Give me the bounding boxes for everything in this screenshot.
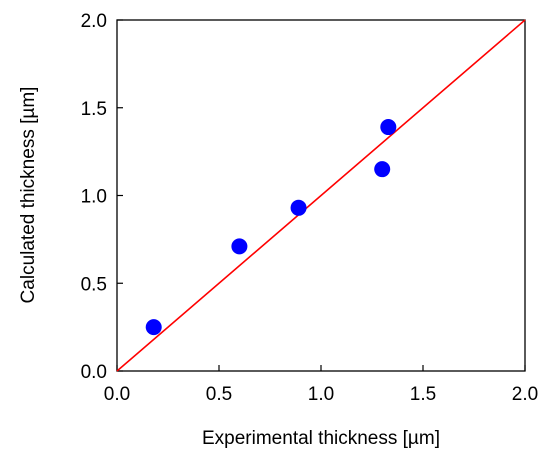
y-tick-label: 2.0 [81,11,107,32]
data-point [380,119,397,136]
x-tick-label: 1.5 [410,384,436,405]
y-axis-title: Calculated thickness [µm] [18,87,39,304]
x-axis-ticks: 0.0 0.5 1.0 1.5 2.0 [104,365,538,405]
y-tick-label: 1.5 [81,99,107,120]
data-point [374,161,391,178]
data-points [145,119,397,336]
x-tick-label: 1.0 [308,384,334,405]
y-tick-label: 0.0 [81,362,107,383]
x-tick-label: 2.0 [512,384,538,405]
data-point [290,199,307,216]
y-axis-ticks: 0.0 0.5 1.0 1.5 2.0 [81,11,123,383]
data-point [145,319,162,336]
x-tick-label: 0.0 [104,384,130,405]
data-point [231,238,248,255]
y-tick-label: 0.5 [81,274,107,295]
y-tick-label: 1.0 [81,187,107,208]
x-axis-title: Experimental thickness [µm] [202,428,440,449]
identity-reference-line [116,19,526,372]
x-tick-label: 0.5 [206,384,232,405]
